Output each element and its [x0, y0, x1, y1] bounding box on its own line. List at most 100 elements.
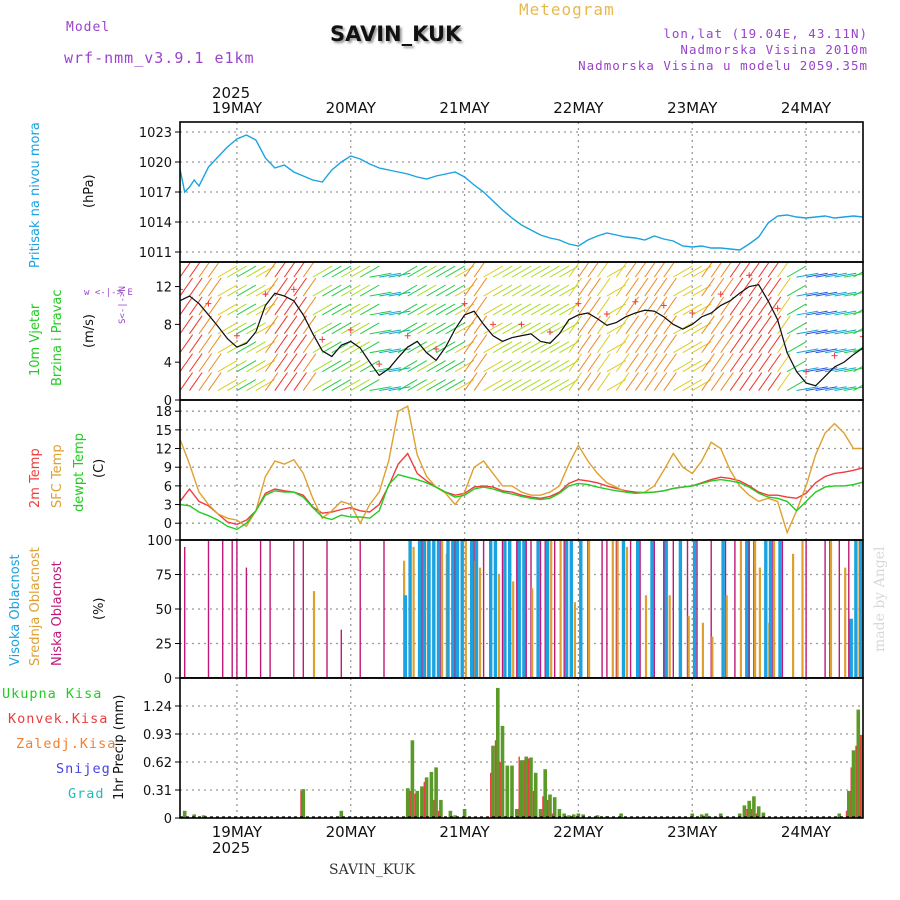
gust-marker-27	[433, 345, 440, 352]
wind-barb-37-0	[530, 379, 551, 391]
precip-bar-4	[339, 810, 344, 818]
cloud-bar-0-45	[805, 540, 807, 678]
wind-barb-63-5	[777, 277, 791, 297]
wind-barb-14-5	[312, 284, 333, 297]
cloud-bar-0-16	[454, 540, 456, 678]
wind-barb-6-6	[236, 265, 257, 278]
wind-barb-7-6	[246, 265, 266, 278]
cloud-bar-0-43	[772, 540, 774, 678]
wind-barb-61-4	[758, 296, 772, 316]
gust-marker-15	[319, 336, 326, 343]
wind-barb-26-3	[426, 322, 446, 335]
wind-barb-67-4	[815, 310, 838, 316]
precip-bar-17	[496, 687, 500, 818]
wind-barb-46-2	[615, 334, 630, 354]
wind-barb-31-0	[473, 372, 488, 391]
precip-bar-19	[505, 765, 510, 818]
wind-barb-12-3	[293, 315, 307, 335]
grid-lines	[180, 122, 863, 819]
cloud-bar-0-11	[340, 629, 342, 678]
wind-barb-59-3	[739, 315, 753, 335]
wind-barb-43-1	[587, 353, 601, 372]
cloud-bar-2-5	[432, 540, 436, 678]
wind-barb-25-1	[416, 360, 437, 373]
conv-bar-20	[850, 767, 852, 818]
wind-barb-7-5	[246, 284, 266, 297]
cloud-bar-0-5	[245, 567, 248, 678]
wind-barb-71-1	[853, 365, 863, 373]
wind-barb-58-1	[729, 353, 744, 372]
wind-barb-20-6	[369, 272, 392, 278]
wind-barb-39-5	[549, 284, 570, 297]
wind-barb-10-3	[274, 315, 288, 335]
cloud-bar-2-21	[564, 540, 569, 678]
wind-barb-0-4	[180, 296, 194, 316]
ytick-label-4-0: 0	[164, 812, 172, 827]
wind-barb-68-2	[824, 348, 847, 354]
cloud-bar-1-23	[711, 636, 714, 678]
wind-barb-51-4	[663, 296, 677, 316]
wind-barb-32-4	[483, 303, 503, 316]
conv-bar-22	[860, 734, 862, 818]
wind-barb-2-3	[198, 315, 213, 335]
ytick-label-3-1: 25	[155, 638, 172, 653]
day-label-top-3: 22MAY	[553, 99, 604, 117]
wind-barb-5-6	[227, 265, 247, 278]
wind-barb-25-3	[416, 322, 437, 335]
cloud-bar-0-37	[696, 540, 698, 678]
cloud-bar-0-18	[482, 540, 485, 678]
station-title: SAVIN_KUK	[330, 22, 462, 46]
precip-bar-50	[847, 790, 851, 818]
wind-barb-35-0	[511, 379, 532, 391]
wind-barb-14-4	[312, 303, 333, 316]
wind-barb-50-2	[653, 334, 668, 354]
wind-barb-26-1	[426, 360, 446, 373]
wind-barb-13-0	[302, 372, 317, 391]
precip-bar-33	[571, 814, 576, 818]
wind-barb-19-5	[359, 284, 380, 297]
wind-barb-48-1	[634, 353, 649, 372]
precip-bar-11	[434, 767, 438, 818]
precip-bar-30	[557, 809, 562, 818]
cloud-bar-0-14	[421, 540, 423, 678]
wind-barb-41-5	[568, 277, 582, 297]
wind-barb-35-5	[511, 284, 532, 297]
wind-barb-30-2	[464, 334, 478, 354]
wind-barb-13-5	[302, 277, 317, 297]
day-label-top-4: 23MAY	[667, 99, 718, 117]
wind-barb-62-4	[767, 296, 782, 316]
wind-barb-53-2	[682, 341, 703, 354]
wind-barb-17-5	[341, 284, 361, 297]
wind-barb-15-0	[322, 379, 342, 391]
gust-marker-30	[461, 300, 468, 307]
wind-barb-50-1	[653, 353, 668, 372]
precip-bar-51	[851, 750, 856, 818]
wind-barb-61-0	[758, 372, 772, 391]
wind-barb-42-1	[578, 353, 592, 372]
wind-barb-27-5	[435, 284, 456, 297]
cloud-bar-0-4	[236, 540, 238, 678]
wind-barb-70-4	[843, 311, 863, 316]
day-label-bottom-1: 20MAY	[325, 823, 376, 841]
wind-barb-18-2	[350, 341, 371, 354]
wind-barb-23-0	[397, 379, 418, 391]
wind-barb-65-3	[796, 329, 819, 335]
cloud-bar-0-26	[563, 540, 565, 678]
wind-barb-30-1	[464, 353, 478, 372]
wind-barb-72-0	[862, 389, 863, 391]
wind-barb-30-3	[464, 315, 478, 335]
precip-bar-22	[519, 760, 524, 818]
wind-barb-69-3	[834, 329, 857, 335]
wind-barb-39-2	[549, 341, 570, 354]
wind-barb-47-4	[625, 296, 639, 316]
wind-barb-50-5	[653, 277, 668, 297]
wind-barb-55-4	[701, 296, 715, 316]
wind-barb-21-1	[379, 367, 401, 373]
wind-barb-43-4	[587, 296, 601, 316]
precip-bar-40	[699, 814, 704, 818]
gust-marker-57	[717, 291, 724, 298]
wind-barb-33-3	[492, 322, 513, 335]
precip-bar-41	[704, 813, 709, 818]
wind-barb-57-3	[720, 315, 734, 335]
wind-barb-36-3	[521, 322, 541, 335]
